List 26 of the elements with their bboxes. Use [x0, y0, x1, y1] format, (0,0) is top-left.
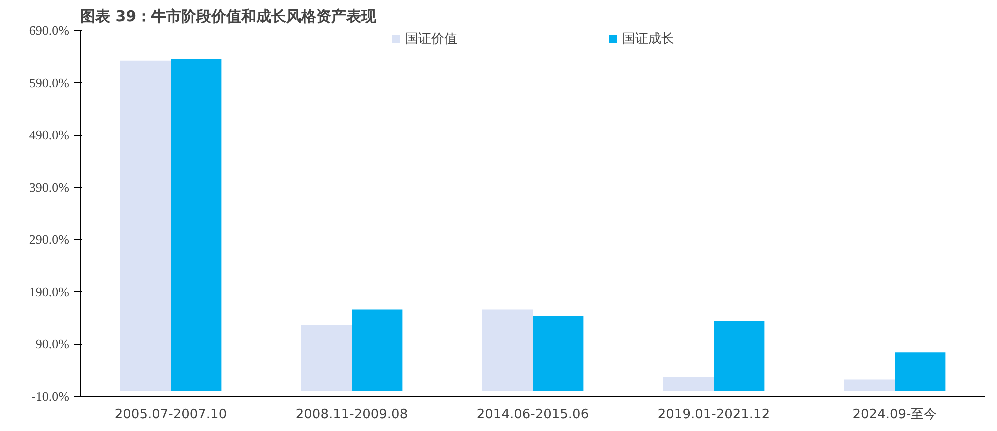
- bar: [714, 321, 765, 392]
- x-tick-label: 2019.01-2021.12: [658, 408, 770, 422]
- y-tick-label: 390.0%: [29, 180, 70, 195]
- bar: [663, 377, 714, 392]
- bar: [352, 310, 403, 392]
- legend-label: 国证成长: [622, 31, 674, 48]
- x-tick-label: 2005.07-2007.10: [114, 408, 228, 422]
- bar: [171, 59, 222, 392]
- y-tick-label: -10.0%: [32, 389, 70, 404]
- bar: [533, 316, 584, 392]
- y-tick-label: 490.0%: [29, 128, 70, 143]
- bar: [895, 352, 946, 392]
- x-tick-label: 2014.06-2015.06: [476, 408, 590, 422]
- bar: [482, 310, 533, 392]
- y-tick-label: 290.0%: [29, 232, 70, 248]
- legend-label: 国证价值: [406, 31, 458, 48]
- y-tick-label: 690.0%: [29, 23, 70, 38]
- y-tick-label: 190.0%: [29, 284, 70, 300]
- x-tick-label: 2024.09-至今: [852, 408, 938, 422]
- bar: [844, 380, 895, 392]
- x-tick-label: 2008.11-2009.08: [296, 408, 408, 422]
- y-tick-label: 590.0%: [29, 75, 70, 90]
- bar: [120, 60, 171, 392]
- chart-title: 图表 39：牛市阶段价值和成长风格资产表现: [80, 8, 378, 26]
- y-tick-label: 90.0%: [36, 336, 70, 352]
- bar: [301, 325, 352, 392]
